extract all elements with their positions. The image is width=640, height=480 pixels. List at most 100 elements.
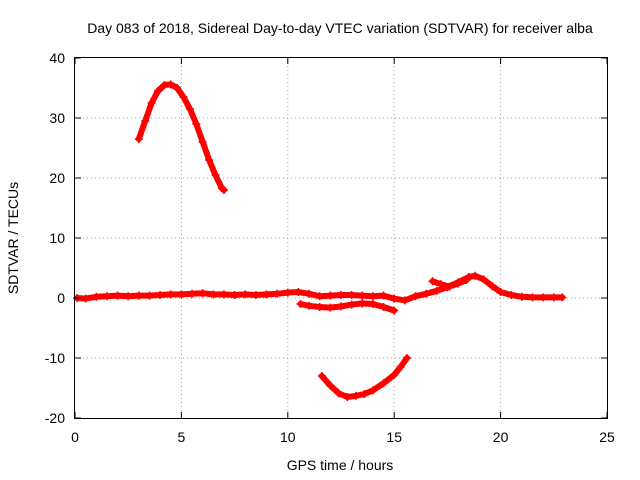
data-point-marker [539, 293, 548, 302]
data-point-marker [549, 293, 558, 302]
data-point-marker [445, 282, 454, 291]
data-point-marker [479, 275, 488, 284]
data-point-marker [347, 300, 356, 309]
data-point-marker [428, 277, 437, 286]
x-tick-label: 25 [599, 429, 615, 445]
data-point-marker [462, 276, 471, 284]
data-point-marker [294, 288, 303, 296]
data-point-marker [437, 280, 446, 289]
data-point-marker [368, 386, 377, 395]
data-point-marker [134, 291, 143, 300]
x-tick-label: 20 [493, 429, 509, 445]
data-point-marker [166, 290, 175, 299]
data-point-marker [326, 303, 335, 312]
plot-frame [74, 57, 608, 419]
data-point-marker [153, 87, 162, 95]
series-arc-4 [428, 276, 471, 291]
data-point-marker [251, 291, 260, 299]
y-tick-label: 10 [49, 230, 65, 246]
data-point-marker [488, 282, 497, 290]
x-tick-label: 10 [280, 429, 296, 445]
data-point-marker [166, 80, 175, 89]
data-point-marker [334, 389, 343, 398]
y-tick-label: -10 [45, 350, 65, 366]
data-point-marker [558, 293, 567, 302]
data-point-marker [141, 117, 150, 125]
data-point-marker [211, 171, 220, 179]
data-point-marker [390, 294, 399, 303]
data-point-marker [368, 292, 377, 301]
data-point-marker [192, 120, 201, 128]
y-tick-label: 0 [57, 290, 65, 306]
data-point-marker [390, 306, 399, 315]
data-point-marker [379, 303, 388, 311]
data-point-marker [358, 299, 367, 308]
data-point-marker [145, 291, 154, 300]
data-point-marker [317, 372, 326, 380]
series-arc-5 [317, 354, 411, 401]
y-tick-label: 30 [49, 110, 65, 126]
data-point-marker [517, 292, 526, 301]
data-point-marker [368, 300, 377, 308]
data-point-marker [432, 286, 441, 295]
data-point-marker [124, 292, 133, 301]
data-point-marker [219, 186, 228, 194]
x-tick-label: 15 [386, 429, 402, 445]
data-point-marker [315, 292, 324, 301]
data-point-marker [360, 390, 369, 398]
data-point-marker [390, 370, 399, 379]
series-arc-2 [73, 271, 567, 305]
data-point-marker [343, 393, 352, 401]
data-point-marker [471, 271, 480, 280]
data-point-marker [396, 363, 405, 371]
axes: 0 5 10 15 20 25 -20 -10 0 10 20 30 40 [45, 50, 615, 445]
data-point-marker [326, 381, 335, 390]
data-point-marker [379, 379, 388, 388]
data-point-marker [147, 99, 156, 107]
data-point-marker [205, 156, 214, 164]
data-point-marker [296, 300, 305, 308]
data-point-marker [177, 290, 186, 299]
data-point-marker [315, 303, 324, 311]
data-point-marker [156, 291, 165, 299]
series-arc-3 [296, 299, 399, 315]
data-point-marker [219, 290, 228, 299]
data-point-marker [528, 293, 537, 302]
x-tick-label: 0 [71, 429, 79, 445]
data-point-marker [337, 291, 345, 299]
data-point-marker [379, 291, 388, 300]
data-point-marker [507, 291, 516, 299]
y-axis-label: SDTVAR / TECUs [5, 182, 21, 294]
y-tick-label: 40 [49, 50, 65, 66]
data-point-marker [134, 135, 143, 143]
data-point-marker [283, 288, 292, 297]
data-point-marker [305, 301, 314, 310]
data-point-marker [81, 294, 90, 303]
data-point-marker [273, 289, 282, 298]
grid [75, 58, 607, 418]
series-arc-1 [134, 80, 228, 194]
data-point-marker [400, 296, 409, 305]
data-point-marker [262, 290, 271, 299]
series-line [297, 300, 398, 314]
data-point-marker [188, 289, 197, 298]
data-point-marker [496, 288, 505, 296]
data-point-marker [326, 291, 335, 300]
data-point-marker [422, 289, 431, 298]
x-axis-label: GPS time / hours [287, 457, 394, 473]
plot-area [73, 80, 567, 401]
data-point-marker [347, 291, 356, 299]
data-point-marker [230, 291, 239, 299]
data-point-marker [198, 138, 207, 146]
data-point-marker [113, 291, 122, 300]
chart-title: Day 083 of 2018, Sidereal Day-to-day VTE… [87, 20, 593, 36]
data-point-marker [209, 290, 218, 299]
data-point-marker [198, 289, 207, 298]
y-tick-label: -20 [45, 410, 65, 426]
data-point-marker [185, 105, 194, 113]
data-point-marker [411, 292, 420, 301]
data-point-marker [351, 391, 360, 400]
data-point-marker [92, 292, 101, 301]
data-point-marker [102, 292, 111, 301]
